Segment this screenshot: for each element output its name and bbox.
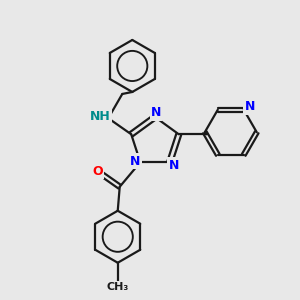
Text: O: O [92, 165, 103, 178]
Text: N: N [244, 100, 255, 113]
Text: N: N [130, 155, 140, 168]
Text: N: N [169, 159, 179, 172]
Text: N: N [151, 106, 161, 119]
Text: NH: NH [90, 110, 111, 123]
Text: CH₃: CH₃ [106, 282, 129, 292]
